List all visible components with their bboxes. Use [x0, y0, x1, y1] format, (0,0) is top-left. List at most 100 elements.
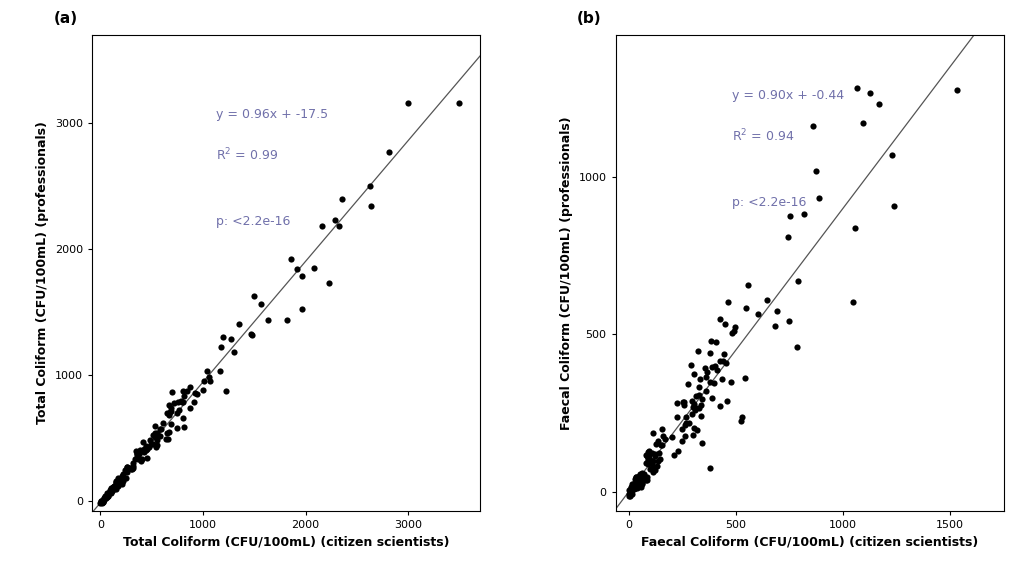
- Point: [159, 408, 175, 417]
- Point: [629, 480, 645, 489]
- Point: [186, 389, 203, 398]
- Text: R$^2$ = 0.99: R$^2$ = 0.99: [216, 147, 279, 164]
- Point: [675, 397, 691, 406]
- Point: [684, 409, 700, 419]
- Point: [654, 440, 671, 450]
- Point: [96, 494, 113, 503]
- Point: [703, 363, 720, 372]
- Point: [97, 492, 114, 502]
- Point: [648, 461, 665, 471]
- Point: [650, 436, 667, 446]
- Point: [123, 464, 139, 474]
- Point: [636, 469, 652, 478]
- Point: [632, 469, 648, 478]
- Point: [96, 495, 113, 505]
- Point: [334, 195, 350, 204]
- Point: [100, 491, 117, 501]
- Point: [629, 483, 645, 492]
- Point: [717, 319, 733, 329]
- Point: [678, 418, 694, 427]
- Point: [692, 411, 709, 421]
- Point: [110, 477, 126, 486]
- Point: [223, 334, 240, 343]
- Point: [176, 423, 193, 432]
- Point: [634, 468, 650, 478]
- Point: [639, 454, 655, 463]
- Point: [633, 472, 649, 481]
- Point: [666, 450, 682, 460]
- Point: [212, 366, 228, 376]
- Point: [93, 497, 110, 506]
- Point: [362, 201, 379, 210]
- Point: [639, 473, 655, 482]
- Point: [642, 456, 658, 465]
- Point: [118, 473, 134, 483]
- Point: [452, 98, 468, 107]
- Point: [641, 454, 657, 463]
- Point: [688, 392, 705, 401]
- Point: [135, 437, 152, 447]
- Point: [126, 455, 142, 464]
- Point: [164, 387, 180, 396]
- Point: [664, 433, 680, 442]
- Point: [321, 278, 337, 288]
- Point: [808, 167, 824, 176]
- Point: [635, 472, 651, 481]
- Point: [654, 431, 671, 441]
- Point: [94, 498, 111, 507]
- Point: [331, 221, 347, 231]
- Point: [712, 401, 728, 410]
- Point: [737, 373, 754, 383]
- Point: [796, 210, 812, 219]
- Point: [691, 383, 708, 392]
- Point: [622, 491, 638, 500]
- Point: [847, 223, 863, 232]
- Point: [644, 459, 660, 468]
- Point: [201, 372, 217, 382]
- Point: [674, 424, 690, 433]
- Point: [103, 485, 120, 495]
- Point: [624, 485, 640, 495]
- Point: [110, 480, 126, 490]
- Point: [171, 406, 187, 415]
- Point: [701, 348, 718, 357]
- Point: [689, 426, 706, 435]
- Point: [674, 437, 690, 446]
- Point: [650, 448, 667, 458]
- Point: [677, 431, 693, 441]
- Point: [631, 471, 647, 480]
- Point: [144, 430, 161, 439]
- Point: [166, 398, 182, 407]
- Point: [718, 358, 734, 367]
- Point: [712, 314, 728, 323]
- Point: [114, 471, 130, 481]
- Point: [102, 486, 119, 495]
- Point: [733, 416, 750, 426]
- Point: [781, 211, 798, 221]
- Point: [639, 456, 655, 465]
- Point: [683, 360, 699, 369]
- Point: [119, 463, 135, 472]
- Point: [159, 429, 175, 438]
- Point: [93, 497, 110, 506]
- Point: [111, 474, 127, 484]
- Point: [644, 448, 660, 457]
- Point: [135, 447, 152, 457]
- Point: [676, 398, 692, 407]
- Point: [108, 477, 124, 487]
- Point: [788, 342, 805, 352]
- Point: [175, 397, 191, 407]
- Point: [115, 470, 131, 479]
- Point: [645, 463, 662, 472]
- Point: [629, 480, 645, 489]
- Point: [641, 464, 657, 473]
- Point: [161, 410, 177, 420]
- Point: [685, 430, 701, 439]
- Point: [884, 150, 900, 160]
- Point: [738, 303, 755, 313]
- Point: [108, 478, 124, 488]
- Point: [103, 486, 120, 495]
- Point: [399, 98, 416, 107]
- Point: [146, 432, 163, 441]
- Point: [112, 477, 128, 486]
